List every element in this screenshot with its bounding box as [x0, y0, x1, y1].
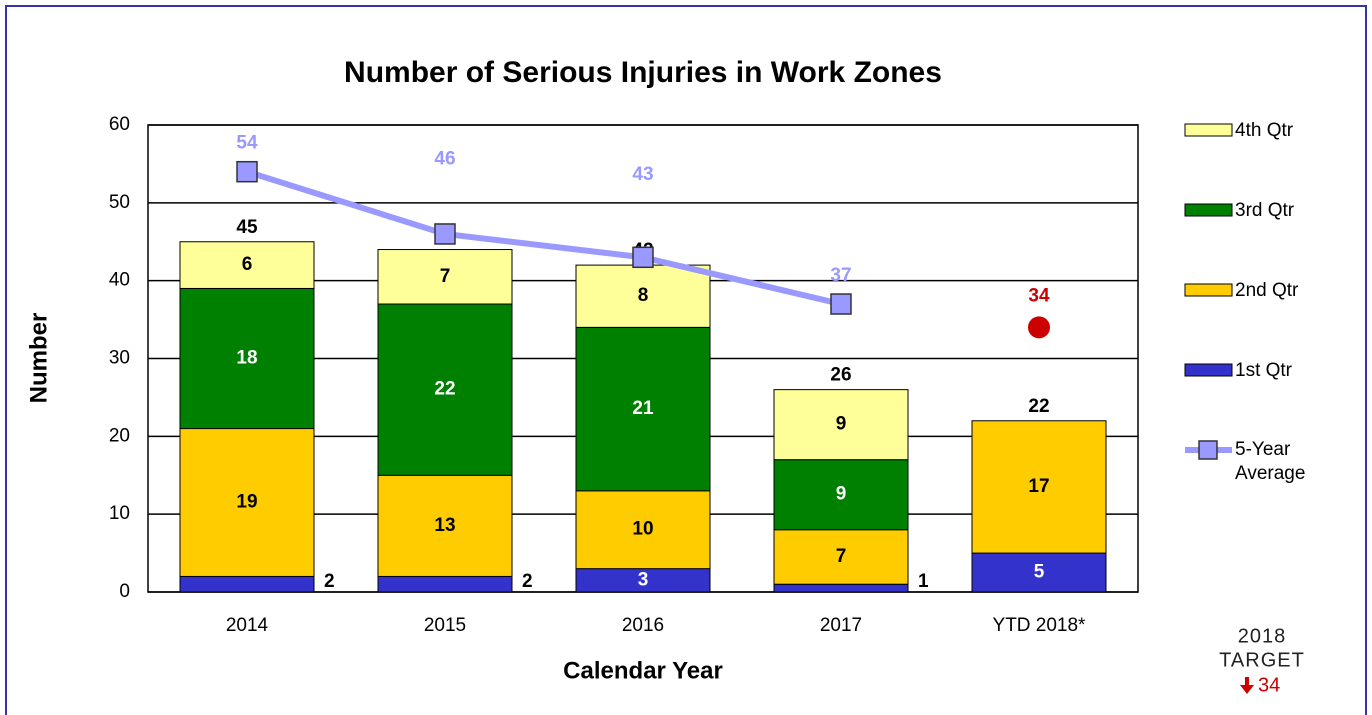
- chart-title: Number of Serious Injuries in Work Zones: [344, 56, 942, 89]
- data-label: 21: [632, 398, 654, 419]
- data-label: 10: [632, 519, 653, 540]
- bar-segment: [179, 428, 315, 577]
- x-tick-label: YTD 2018*: [993, 615, 1087, 636]
- bar-segment: [773, 583, 909, 593]
- data-label: 9: [836, 484, 847, 505]
- y-tick-label: 10: [109, 503, 130, 524]
- line-label: 37: [830, 265, 851, 286]
- x-tick-label: 2017: [820, 615, 862, 636]
- bar-segment: [575, 326, 711, 492]
- total-label: 26: [830, 365, 851, 386]
- x-tick-label: 2015: [424, 615, 466, 636]
- data-label: 22: [434, 379, 455, 400]
- line-label: 46: [434, 149, 455, 170]
- x-tick-label: 2016: [622, 615, 664, 636]
- legend-swatch: [1184, 363, 1233, 377]
- data-label: 19: [236, 492, 257, 513]
- bar-segment: [773, 529, 909, 585]
- bar-segment: [179, 575, 315, 593]
- total-label: 22: [1028, 396, 1049, 417]
- target-note-value: 34: [1258, 674, 1280, 696]
- bar-segment: [377, 575, 513, 593]
- target-note: TARGET: [1219, 649, 1305, 671]
- target-note: 2018: [1238, 625, 1287, 647]
- y-tick-label: 60: [109, 114, 130, 135]
- legend-label: 2nd Qtr: [1235, 280, 1299, 301]
- y-axis-title: Number: [25, 313, 52, 404]
- bar-segment: [575, 264, 711, 328]
- legend-swatch: [1184, 123, 1233, 137]
- line-marker: [236, 160, 258, 183]
- y-tick-label: 30: [109, 348, 130, 369]
- frame: [5, 5, 1367, 715]
- y-tick-label: 20: [109, 425, 130, 446]
- legend-label: 4th Qtr: [1235, 120, 1294, 141]
- data-label: 13: [434, 515, 455, 536]
- line-marker: [434, 223, 456, 245]
- bar-segment: [971, 552, 1107, 593]
- data-label: 1: [918, 571, 929, 592]
- target-point: [1028, 316, 1050, 339]
- bar-segment: [575, 490, 711, 570]
- bar-segment: [179, 241, 315, 289]
- line-marker: [830, 293, 852, 315]
- legend-swatch: [1184, 203, 1233, 217]
- data-label: 5: [1034, 562, 1045, 583]
- data-label: 2: [324, 571, 335, 592]
- x-axis-title: Calendar Year: [563, 657, 723, 684]
- line: [246, 168, 842, 307]
- y-tick-label: 0: [119, 581, 130, 602]
- line-marker: [632, 246, 654, 269]
- y-tick-label: 40: [109, 270, 130, 291]
- legend-label: 5-Year Average: [1235, 439, 1306, 484]
- data-label: 17: [1028, 476, 1049, 497]
- legend-label: 3rd Qtr: [1235, 200, 1295, 221]
- bar-segment: [377, 249, 513, 305]
- data-label: 8: [638, 285, 649, 306]
- data-label: 7: [836, 546, 847, 567]
- target-label: 34: [1028, 285, 1050, 306]
- line-label: 54: [236, 133, 258, 154]
- down-arrow: [1240, 677, 1254, 694]
- x-tick-label: 2014: [226, 615, 269, 636]
- legend-marker: [1198, 440, 1218, 460]
- total-label: 45: [236, 217, 258, 238]
- data-label: 9: [836, 414, 847, 435]
- legend-label: 1st Qtr: [1235, 360, 1293, 381]
- data-label: 3: [638, 569, 649, 590]
- bar-segment: [773, 459, 909, 531]
- data-label: 7: [440, 266, 451, 287]
- bar-segment: [971, 420, 1107, 554]
- bar-segment: [773, 389, 909, 461]
- data-label: 6: [242, 254, 253, 275]
- data-label: 18: [236, 348, 257, 369]
- data-label: 2: [522, 571, 533, 592]
- y-tick-label: 50: [109, 192, 130, 213]
- line-label: 43: [632, 164, 653, 185]
- legend-swatch: [1184, 283, 1233, 297]
